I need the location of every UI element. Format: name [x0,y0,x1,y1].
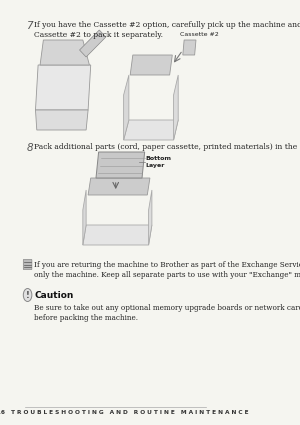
Polygon shape [40,40,89,65]
Polygon shape [124,120,178,140]
Polygon shape [88,178,150,195]
Text: Cassette #2: Cassette #2 [180,32,219,37]
Polygon shape [35,65,91,110]
Text: If you are returing the machine to Brother as part of the Exchange Service, pack: If you are returing the machine to Broth… [34,261,300,279]
Polygon shape [83,225,152,245]
Circle shape [23,289,32,301]
Polygon shape [83,190,86,245]
Text: Pack additional parts (cord, paper cassette, printed materials) in the carton.: Pack additional parts (cord, paper casse… [34,143,300,151]
Text: Caution: Caution [34,291,74,300]
Text: 7: 7 [26,21,33,31]
Polygon shape [35,110,88,130]
Text: !: ! [26,291,29,300]
Polygon shape [124,75,129,140]
Polygon shape [148,190,152,245]
Polygon shape [174,75,178,140]
FancyBboxPatch shape [23,260,32,269]
Text: 13 - 16   T R O U B L E S H O O T I N G   A N D   R O U T I N E   M A I N T E N : 13 - 16 T R O U B L E S H O O T I N G A … [0,410,249,415]
Polygon shape [130,55,172,75]
Polygon shape [183,40,196,55]
Polygon shape [96,152,145,178]
Text: 8: 8 [26,143,33,153]
Polygon shape [80,30,106,57]
Text: Bottom
Layer: Bottom Layer [145,156,171,167]
Text: Be sure to take out any optional memory upgrade boards or network cards
before p: Be sure to take out any optional memory … [34,304,300,323]
Text: If you have the Cassette #2 option, carefully pick up the machine and remove
Cas: If you have the Cassette #2 option, care… [34,21,300,40]
